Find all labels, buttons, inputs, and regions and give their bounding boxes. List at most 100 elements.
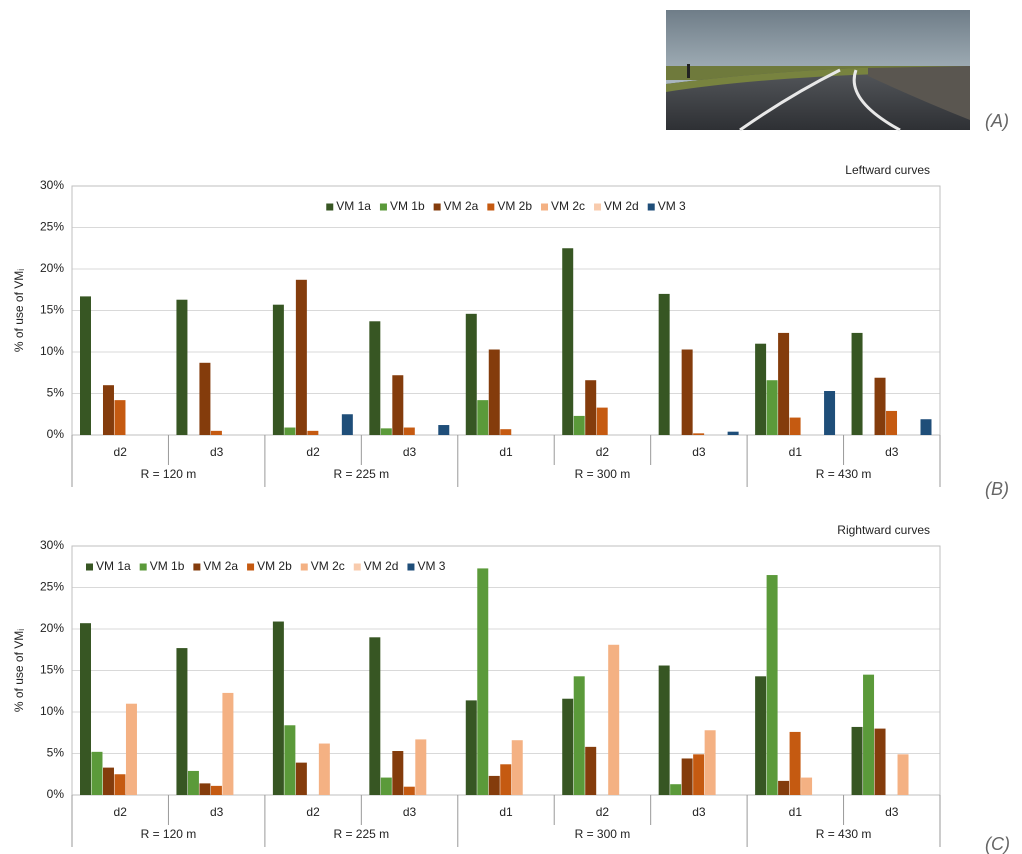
bar [500,429,512,435]
bar [465,313,477,435]
bar [403,427,415,435]
legend-label: VM 2a [203,559,238,573]
bar [295,762,307,795]
bar [488,775,500,795]
bar [415,739,427,795]
y-tick-label: 25% [40,220,64,234]
x-tick-label: d2 [114,805,128,819]
legend-swatch [193,563,201,571]
legend-swatch [247,563,255,571]
group-label: R = 300 m [575,467,631,481]
y-tick-label: 20% [40,621,64,635]
y-tick-label: 5% [47,746,65,760]
bar [789,731,801,795]
bar [465,700,477,795]
chart-title: Rightward curves [837,523,930,537]
bar [102,767,114,795]
bar [272,621,284,795]
bar [199,362,211,435]
group-label: R = 430 m [816,827,872,841]
legend-swatch [433,203,441,211]
legend-label: VM 2a [444,199,479,213]
x-tick-label: d3 [210,445,224,459]
bar [693,433,705,435]
legend-swatch [487,203,495,211]
x-tick-label: d3 [692,445,706,459]
y-axis-label: % of use of VMᵢ [12,629,26,712]
y-tick-label: 15% [40,303,64,317]
y-tick-label: 30% [40,538,64,552]
bar [125,703,137,795]
legend-label: VM 2b [257,559,292,573]
bar [585,380,597,435]
bar [727,431,739,435]
bar [477,400,489,435]
bar [403,786,415,795]
bar [824,391,836,435]
bar [176,648,188,795]
bar [897,754,909,795]
bar [755,343,767,435]
legend-label: VM 2b [497,199,532,213]
bar [114,400,126,435]
bar [380,428,392,435]
legend-swatch [139,563,147,571]
bar [80,623,91,795]
bar [573,676,585,795]
bar [187,770,199,795]
x-tick-label: d1 [789,445,803,459]
bar [284,725,296,795]
bar [318,743,330,795]
bar [863,674,875,795]
bar [80,296,91,435]
legend-swatch [594,203,602,211]
bar [704,730,716,795]
bar [851,332,863,435]
bar [222,692,234,795]
group-label: R = 430 m [816,467,872,481]
bar [766,575,778,795]
bar [766,380,778,435]
legend-label: VM 2d [364,559,399,573]
x-tick-label: d3 [692,805,706,819]
x-tick-label: d1 [789,805,803,819]
bar [199,783,211,795]
bar [307,430,319,435]
y-axis-label: % of use of VMᵢ [12,269,26,352]
legend-label: VM 1a [96,559,131,573]
bar [778,332,790,435]
group-label: R = 225 m [333,467,389,481]
bar [920,419,932,435]
bar [210,785,222,795]
bar [562,698,574,795]
bar [789,417,801,435]
y-tick-label: 0% [47,427,65,441]
legend-swatch [353,563,361,571]
y-tick-label: 25% [40,580,64,594]
y-tick-label: 10% [40,344,64,358]
x-tick-label: d2 [596,445,610,459]
bar [380,777,392,795]
bar [755,676,767,795]
panel-label: (C) [985,834,1010,854]
bar [284,427,296,435]
x-tick-label: d3 [885,805,899,819]
bar [573,415,585,435]
bar [369,321,381,435]
bar [851,726,863,795]
chart-title: Leftward curves [845,163,930,177]
bar [874,377,886,435]
legend-label: VM 3 [417,559,445,573]
y-tick-label: 20% [40,261,64,275]
bar [477,568,489,795]
bar [102,385,114,435]
bar [886,410,898,435]
bar [681,758,693,795]
x-tick-label: d2 [306,805,320,819]
bar [272,304,284,435]
legend-label: VM 1a [336,199,371,213]
bar [658,665,670,795]
bar [693,754,705,795]
legend-label: VM 1b [390,199,425,213]
